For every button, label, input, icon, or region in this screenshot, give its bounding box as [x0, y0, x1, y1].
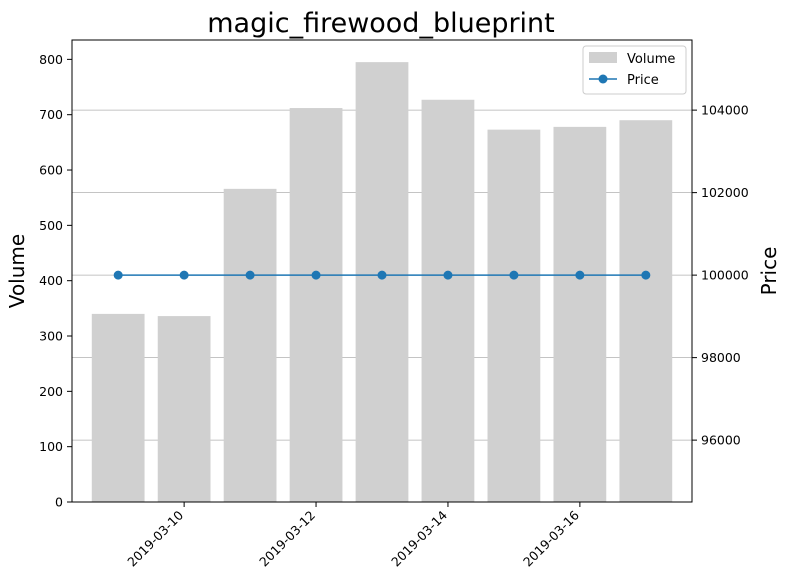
price-point: [245, 270, 255, 280]
price-point: [311, 270, 321, 280]
volume-bar: [91, 313, 145, 502]
y-axis-left: 0 100 200 300 400 500 600 700 800: [39, 52, 72, 510]
price-point: [179, 270, 189, 280]
legend: Volume Price: [582, 45, 687, 95]
y2-tick-label: 102000: [701, 185, 749, 200]
y-tick-label: 800: [39, 52, 63, 67]
legend-label-volume: Volume: [627, 52, 675, 67]
volume-bar: [487, 129, 541, 502]
volume-bar: [421, 99, 475, 503]
volume-bars: [91, 62, 673, 503]
y-tick-label: 700: [39, 107, 63, 122]
price-point: [113, 270, 123, 280]
volume-bar: [157, 316, 211, 502]
y2-tick-label: 98000: [701, 350, 741, 365]
y2-tick-label: 104000: [701, 103, 749, 118]
y-tick-label: 600: [39, 163, 63, 178]
y2-tick-label: 96000: [701, 433, 741, 448]
y-tick-label: 200: [39, 384, 63, 399]
legend-swatch-volume: [589, 52, 617, 63]
price-line: [113, 270, 651, 280]
plot-frame: [71, 39, 693, 503]
volume-bar: [619, 120, 673, 503]
price-point: [377, 270, 387, 280]
price-point: [509, 270, 519, 280]
y-tick-label: 400: [39, 273, 63, 288]
y-tick-label: 100: [39, 439, 63, 454]
y-tick-label: 500: [39, 218, 63, 233]
y-tick-label: 0: [55, 495, 63, 510]
chart-title: magic_firewood_blueprint: [207, 8, 555, 39]
volume-bar: [223, 188, 277, 502]
y-axis-right: 96000 98000 100000 102000 104000: [692, 103, 749, 448]
legend-swatch-price-marker: [598, 74, 608, 84]
price-point: [641, 270, 651, 280]
y2-axis-label: Price: [757, 247, 781, 296]
legend-label-price: Price: [627, 73, 659, 88]
volume-bar: [355, 62, 409, 502]
price-point: [443, 270, 453, 280]
y-axis-label: Volume: [5, 234, 29, 308]
volume-bar: [553, 126, 607, 502]
y2-tick-label: 100000: [701, 268, 749, 283]
volume-bar: [289, 108, 343, 503]
price-point: [575, 270, 585, 280]
y-tick-label: 300: [39, 329, 63, 344]
